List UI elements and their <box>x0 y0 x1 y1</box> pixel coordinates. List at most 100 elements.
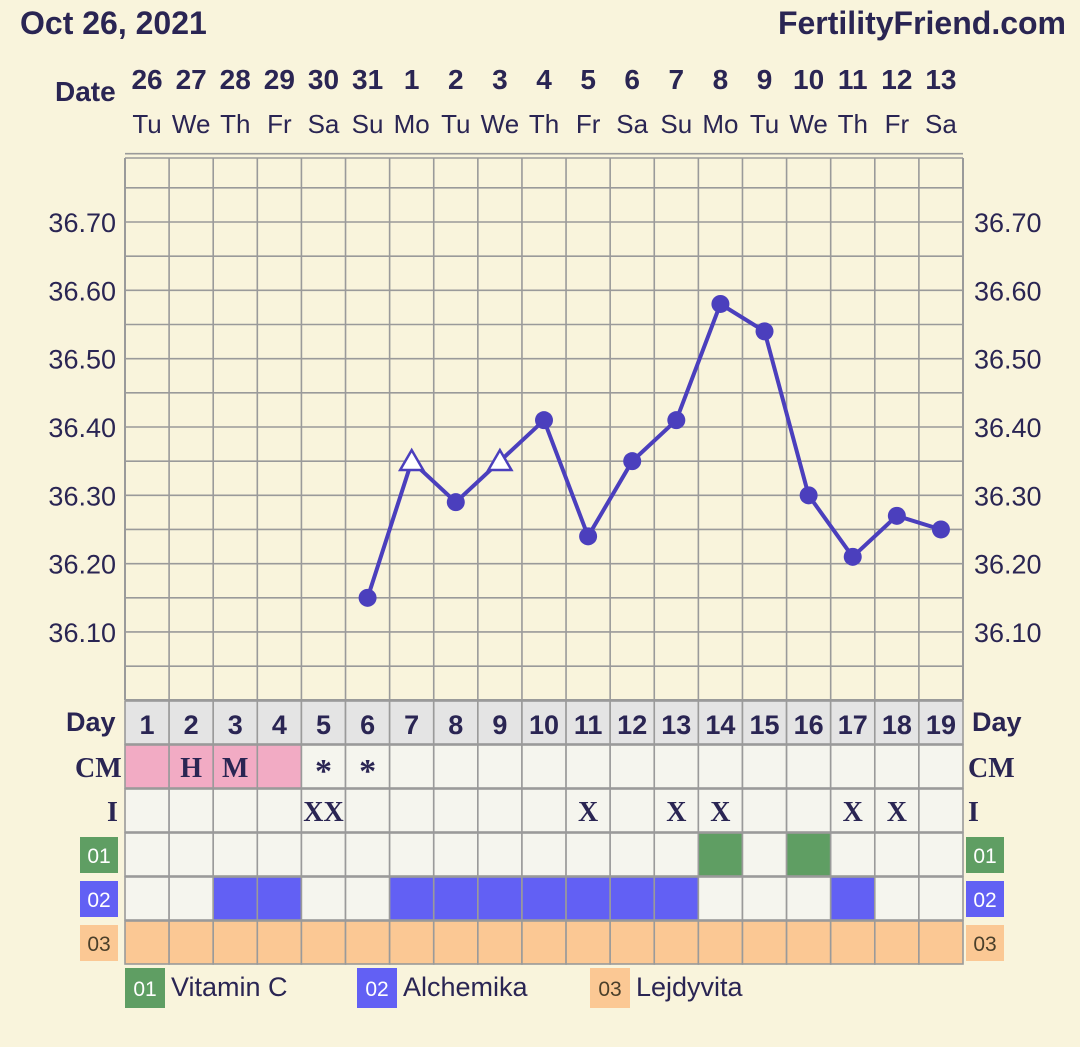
cycle-day-label: 4 <box>272 710 287 740</box>
day-cell <box>741 700 788 745</box>
weekday-label: Sa <box>925 109 957 139</box>
cm-cell <box>697 744 744 789</box>
temperature-point[interactable] <box>358 588 377 607</box>
date-row-label: Date <box>55 76 116 107</box>
cm-cell <box>918 744 964 789</box>
cm-cell <box>565 744 611 789</box>
day-cell <box>697 700 744 745</box>
supplement-03-badge-right <box>966 925 1004 961</box>
cm-cell <box>388 744 435 789</box>
i-cell <box>697 788 744 833</box>
date-label: 2 <box>448 64 464 95</box>
supplement-01-cell <box>168 832 215 877</box>
cycle-day-label: 5 <box>316 710 331 740</box>
legend-03-code: 03 <box>598 978 621 1001</box>
temperature-point[interactable] <box>623 452 642 471</box>
y-tick-label-left: 36.20 <box>48 550 116 580</box>
temperature-point[interactable] <box>535 411 553 430</box>
temperature-point[interactable] <box>931 520 950 539</box>
temperature-point-open[interactable] <box>397 447 426 472</box>
y-tick-label-left: 36.10 <box>48 618 116 648</box>
temperature-point-open[interactable] <box>486 447 514 472</box>
date-label: 1 <box>404 64 420 95</box>
temperature-line <box>365 302 942 599</box>
day-cell <box>609 700 656 745</box>
intercourse-mark: X <box>843 797 863 828</box>
temperature-point[interactable] <box>799 486 818 505</box>
date-label: 5 <box>580 64 596 95</box>
i-cell <box>124 788 170 833</box>
legend-01-swatch <box>125 968 165 1008</box>
date-label: 30 <box>308 64 339 95</box>
supplement-01-cell <box>829 832 876 877</box>
supplement-03-cell <box>432 920 479 965</box>
supplement-02-cell <box>432 876 479 921</box>
cm-cell <box>741 744 788 789</box>
day-cell <box>168 700 215 745</box>
y-tick-label-left: 36.70 <box>48 208 116 238</box>
weekday-label: Th <box>838 109 868 139</box>
supplement-02-cell <box>697 876 744 921</box>
weekday-label: Mo <box>702 109 738 139</box>
supplement-02-cell <box>124 876 170 921</box>
temperature-point[interactable] <box>579 527 598 546</box>
supplement-02-cell <box>477 876 523 921</box>
supplement-02-cell <box>741 876 788 921</box>
weekday-label: Th <box>529 109 559 139</box>
cm-cell <box>256 744 303 789</box>
y-tick-label-left: 36.50 <box>48 345 116 375</box>
y-tick-label-left: 36.30 <box>48 481 116 511</box>
supplement-02-code-left: 02 <box>87 889 110 912</box>
supplement-03-cell <box>168 920 215 965</box>
y-tick-label-right: 36.50 <box>974 345 1042 375</box>
supplement-03-cell <box>697 920 744 965</box>
weekday-label: Fr <box>885 109 910 139</box>
cycle-day-label: 19 <box>926 710 956 740</box>
cycle-day-label: 17 <box>838 710 868 740</box>
supplement-01-cell <box>300 832 347 877</box>
day-cell <box>918 700 964 745</box>
day-cell <box>256 700 303 745</box>
supplement-03-cell <box>300 920 347 965</box>
cm-cell <box>829 744 876 789</box>
supplement-03-cell <box>477 920 523 965</box>
cycle-day-label: 15 <box>750 710 780 740</box>
y-tick-label-left: 36.40 <box>48 413 116 443</box>
date-label: 3 <box>492 64 508 95</box>
supplement-03-cell <box>741 920 788 965</box>
date-label: 31 <box>352 64 383 95</box>
y-tick-label-right: 36.10 <box>974 618 1042 648</box>
cm-cell <box>212 744 259 789</box>
i-cell <box>432 788 479 833</box>
supplement-03-cell <box>565 920 611 965</box>
temperature-point[interactable] <box>887 506 906 525</box>
day-cell <box>785 700 832 745</box>
date-label: 7 <box>669 64 685 95</box>
i-row-label-right: I <box>968 797 979 828</box>
weekday-label: Fr <box>576 109 601 139</box>
temperature-point[interactable] <box>755 322 774 341</box>
date-label: 28 <box>220 64 251 95</box>
temperature-point[interactable] <box>843 547 862 566</box>
weekday-label: Sa <box>308 109 340 139</box>
temperature-point[interactable] <box>711 294 730 313</box>
day-cell <box>432 700 479 745</box>
date-label: 10 <box>793 64 824 95</box>
supplement-03-cell <box>873 920 920 965</box>
cm-row-label-left: CM <box>75 753 122 784</box>
supplement-02-badge-right <box>966 881 1004 917</box>
y-tick-label-right: 36.20 <box>974 550 1042 580</box>
i-cell <box>344 788 391 833</box>
supplement-03-badge-left <box>80 925 118 961</box>
temperature-point[interactable] <box>667 411 686 430</box>
supplement-01-cell <box>521 832 567 877</box>
i-cell <box>212 788 259 833</box>
date-label: 9 <box>757 64 773 95</box>
i-cell <box>168 788 215 833</box>
supplement-03-code-right: 03 <box>973 933 996 956</box>
day-cell <box>124 700 170 745</box>
day-row-label-right: Day <box>972 707 1022 737</box>
supplement-02-badge-left <box>80 881 118 917</box>
temperature-point[interactable] <box>446 493 465 512</box>
cycle-day-label: 12 <box>617 710 647 740</box>
